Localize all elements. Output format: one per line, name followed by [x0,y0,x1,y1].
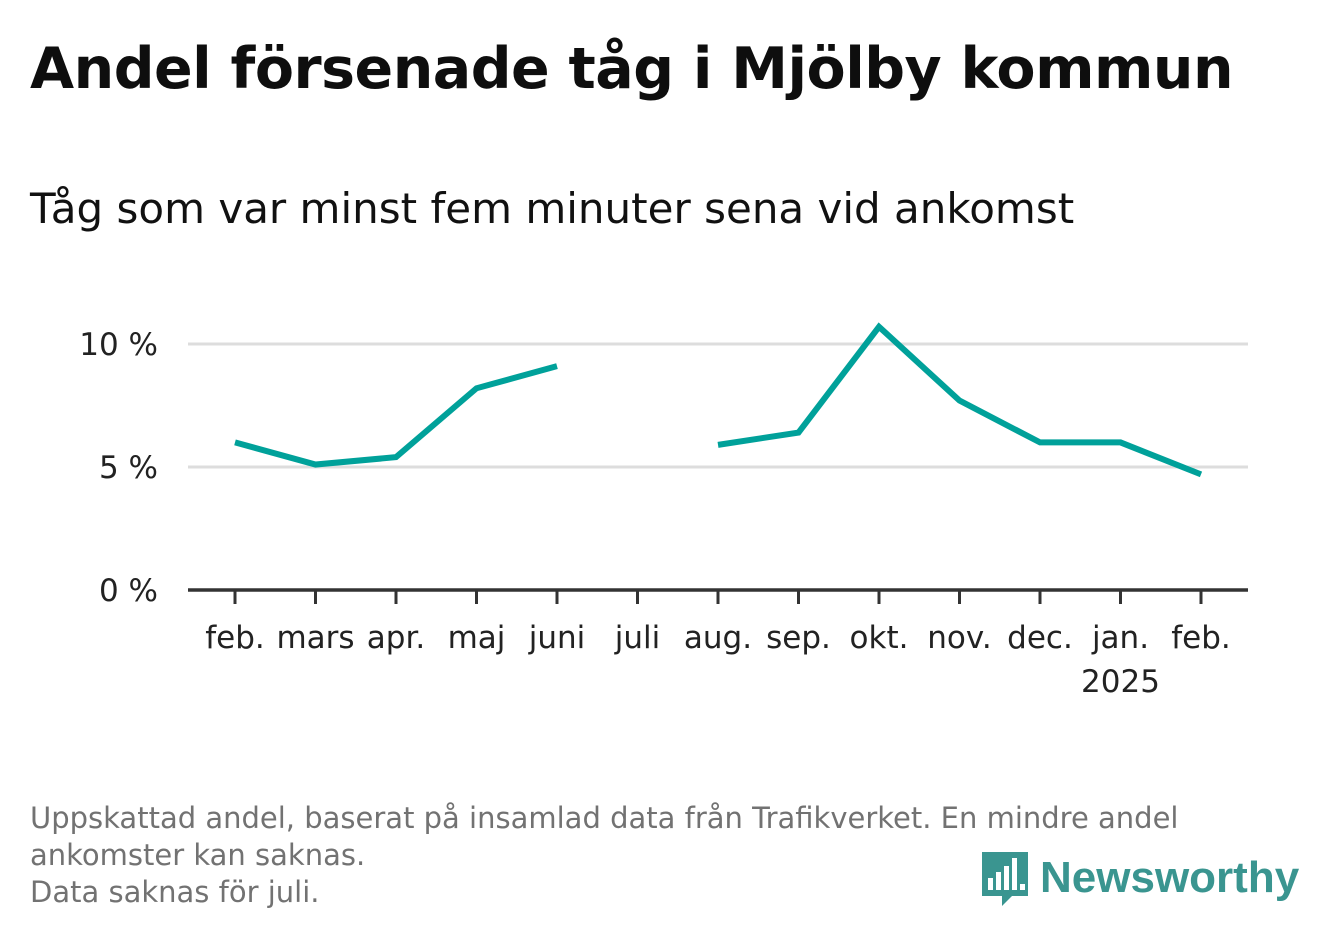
x-year-label: 2025 [1081,664,1160,700]
x-axis [188,588,1248,604]
x-tick-label: juli [614,620,661,656]
gridlines [188,342,1248,469]
x-tick-label: dec. [1007,620,1073,656]
x-tick-label: sep. [766,620,831,656]
y-tick-label: 10 % [79,327,158,363]
x-tick-label: mars [276,620,354,656]
newsworthy-logo: Newsworthy [980,848,1299,908]
x-tick-label: aug. [684,620,752,656]
x-tick-label: maj [448,620,506,656]
x-tick-label: jan. [1091,620,1149,656]
x-axis-labels: feb. mars apr. maj juni juli aug. sep. okt. nov. d… [205,620,1231,700]
series-lines [234,322,1203,478]
x-tick-label: nov. [927,620,991,656]
brand-name: Newsworthy [1040,853,1300,902]
y-tick-label: 5 % [99,450,158,486]
x-tick-label: feb. [1171,620,1231,656]
chart-title: Andel försenade tåg i Mjölby kommun [30,36,1234,102]
footnote-line-2: ankomster kan saknas. [30,838,366,872]
series-line-segment-2 [717,322,1203,478]
x-tick-label: okt. [850,620,909,656]
series-line-segment-1 [234,363,558,468]
y-axis-labels: 0 % 5 % 10 % [79,327,158,609]
footnote: Uppskattad andel, baserat på insamlad da… [30,800,1280,910]
y-tick-label: 0 % [99,573,158,609]
bar-chart-speech-bubble-icon [982,852,1028,906]
footnote-line-3: Data saknas för juli. [30,875,320,909]
chart-subtitle: Tåg som var minst fem minuter sena vid a… [30,184,1075,233]
x-tick-label: juni [528,620,586,656]
x-tick-label: feb. [205,620,265,656]
line-chart: 0 % 5 % 10 % feb. mars apr. maj juni juli aug. se… [79,322,1248,700]
footnote-line-1: Uppskattad andel, baserat på insamlad da… [30,801,1179,835]
x-tick-label: apr. [367,620,425,656]
